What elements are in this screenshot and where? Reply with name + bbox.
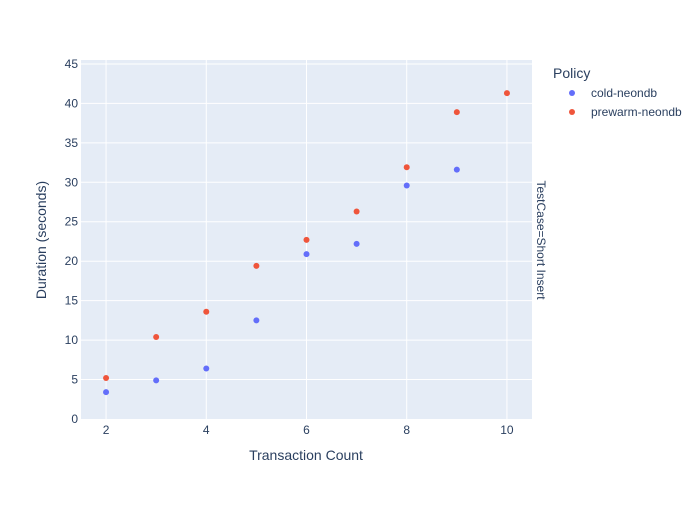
y-axis-title: Duration (seconds) <box>33 181 49 299</box>
y-tick-label: 5 <box>71 373 78 387</box>
legend-item-cold-neondb[interactable]: cold-neondb <box>569 86 657 100</box>
data-point-prewarm-neondb[interactable] <box>253 262 260 269</box>
y-tick-label: 10 <box>65 333 79 347</box>
legend-title: Policy <box>553 65 590 81</box>
data-point-cold-neondb[interactable] <box>303 251 310 258</box>
data-point-cold-neondb[interactable] <box>453 166 460 173</box>
y-tick-label: 20 <box>65 254 79 268</box>
data-points <box>103 90 510 396</box>
y-tick-label: 30 <box>65 175 79 189</box>
x-tick-label: 2 <box>103 423 110 437</box>
x-tick-label: 8 <box>403 423 410 437</box>
data-point-cold-neondb[interactable] <box>203 365 210 372</box>
y-tick-label: 45 <box>65 57 79 71</box>
y-tick-label: 40 <box>65 96 79 110</box>
x-tick-label: 10 <box>500 423 514 437</box>
y-tick-label: 25 <box>65 215 79 229</box>
legend-marker-cold-neondb <box>569 90 575 96</box>
x-tick-labels: 2 4 6 8 10 <box>103 423 514 437</box>
data-point-cold-neondb[interactable] <box>253 317 260 324</box>
data-point-cold-neondb[interactable] <box>403 182 410 189</box>
x-tick-label: 4 <box>203 423 210 437</box>
legend-label-prewarm-neondb: prewarm-neondb <box>591 105 682 119</box>
data-point-prewarm-neondb[interactable] <box>503 90 510 97</box>
legend-label-cold-neondb: cold-neondb <box>591 86 657 100</box>
y-tick-label: 35 <box>65 136 79 150</box>
y-tick-label: 15 <box>65 294 79 308</box>
data-point-prewarm-neondb[interactable] <box>353 208 360 215</box>
data-point-prewarm-neondb[interactable] <box>203 308 210 315</box>
y-tick-labels: 0 5 10 15 20 25 30 35 40 45 <box>65 57 79 426</box>
data-point-prewarm-neondb[interactable] <box>103 374 110 381</box>
data-point-prewarm-neondb[interactable] <box>153 333 160 340</box>
x-tick-label: 6 <box>303 423 310 437</box>
legend: Policy cold-neondb prewarm-neondb <box>553 65 682 119</box>
data-point-cold-neondb[interactable] <box>353 240 360 247</box>
facet-label: TestCase=Short Insert <box>534 180 548 300</box>
legend-marker-prewarm-neondb <box>569 109 575 115</box>
data-point-cold-neondb[interactable] <box>103 389 110 396</box>
x-axis-title: Transaction Count <box>249 447 363 463</box>
data-point-cold-neondb[interactable] <box>153 377 160 384</box>
data-point-prewarm-neondb[interactable] <box>403 164 410 171</box>
y-tick-label: 0 <box>71 412 78 426</box>
data-point-prewarm-neondb[interactable] <box>303 236 310 243</box>
legend-item-prewarm-neondb[interactable]: prewarm-neondb <box>569 105 682 119</box>
data-point-prewarm-neondb[interactable] <box>453 109 460 116</box>
